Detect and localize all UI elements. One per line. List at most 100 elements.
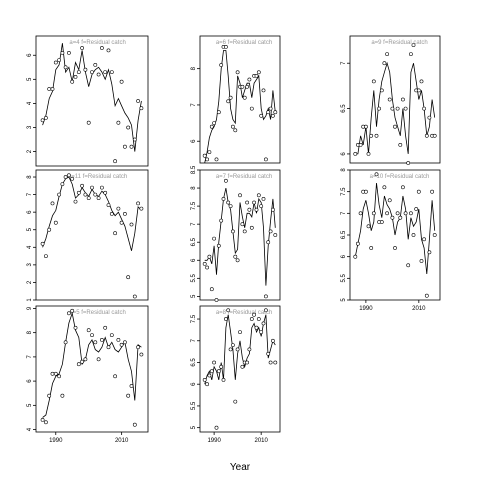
observed-point bbox=[221, 377, 226, 382]
panel-frame bbox=[199, 169, 281, 301]
observed-point bbox=[358, 211, 363, 216]
observed-point bbox=[73, 199, 78, 204]
observed-point bbox=[403, 106, 408, 111]
y-tick-label: 5.5 bbox=[191, 401, 197, 410]
observed-point bbox=[123, 211, 127, 216]
observed-point bbox=[63, 175, 68, 179]
fitted-line bbox=[42, 311, 142, 418]
observed-point bbox=[136, 201, 141, 206]
y-tick-label: 4 bbox=[27, 427, 33, 431]
y-tick-label: 5.5 bbox=[191, 274, 197, 283]
observed-point bbox=[219, 218, 224, 223]
observed-point bbox=[103, 190, 108, 195]
observed-point bbox=[406, 263, 411, 268]
observed-point bbox=[50, 371, 55, 376]
observed-point bbox=[385, 211, 390, 216]
observed-point bbox=[268, 106, 273, 111]
observed-point bbox=[230, 124, 235, 129]
y-tick-label: 7 bbox=[341, 61, 347, 65]
observed-point bbox=[416, 88, 421, 93]
x-axis-title: Year bbox=[230, 462, 251, 473]
observed-point bbox=[430, 189, 435, 194]
observed-point bbox=[119, 220, 124, 225]
y-tick-label: 2 bbox=[27, 280, 33, 284]
observed-point bbox=[40, 118, 45, 123]
observed-point bbox=[129, 384, 134, 388]
observed-point bbox=[60, 182, 65, 187]
observed-point bbox=[90, 333, 94, 338]
observed-point bbox=[245, 360, 250, 365]
y-tick-label: 8 bbox=[27, 175, 33, 179]
observed-point bbox=[228, 347, 233, 352]
panel-label: a=10 f=Residual catch bbox=[370, 174, 430, 180]
observed-point bbox=[382, 185, 387, 190]
observed-point bbox=[411, 43, 416, 48]
observed-point bbox=[216, 110, 221, 115]
panel-label: a=9 f=Residual catch bbox=[371, 40, 427, 46]
observed-point bbox=[379, 220, 384, 224]
observed-point bbox=[214, 157, 219, 162]
observed-point bbox=[254, 74, 259, 78]
observed-point bbox=[395, 211, 400, 216]
observed-point bbox=[207, 373, 212, 378]
y-tick-label: 7 bbox=[341, 211, 347, 215]
observed-point bbox=[53, 60, 58, 65]
observed-point bbox=[90, 70, 94, 75]
observed-point bbox=[374, 133, 379, 138]
observed-point bbox=[44, 254, 48, 259]
observed-point bbox=[228, 204, 233, 209]
observed-point bbox=[261, 196, 266, 201]
y-tick-label: 8 bbox=[341, 168, 347, 172]
observed-point bbox=[70, 79, 75, 84]
panel-frame bbox=[35, 305, 149, 433]
observed-point bbox=[259, 330, 264, 335]
observed-point bbox=[116, 337, 121, 342]
observed-point bbox=[83, 357, 88, 362]
observed-point bbox=[233, 399, 238, 404]
y-tick-label: 6 bbox=[191, 382, 197, 386]
observed-point bbox=[245, 84, 250, 89]
observed-point bbox=[247, 207, 252, 212]
observed-point bbox=[96, 72, 101, 77]
observed-point bbox=[256, 193, 261, 198]
observed-point bbox=[80, 359, 85, 364]
x-tick-label: 2010 bbox=[115, 438, 129, 444]
observed-point bbox=[100, 337, 104, 342]
observed-point bbox=[96, 196, 101, 201]
observed-point bbox=[219, 364, 224, 369]
panel-frame bbox=[199, 305, 281, 433]
observed-point bbox=[40, 417, 45, 422]
fitted-line bbox=[204, 188, 276, 286]
observed-point bbox=[263, 308, 268, 313]
observed-point bbox=[119, 79, 124, 84]
observed-point bbox=[256, 70, 261, 75]
observed-point bbox=[422, 106, 427, 111]
observed-point bbox=[93, 192, 98, 197]
y-tick-label: 7 bbox=[191, 103, 197, 107]
x-tick-label: 2010 bbox=[412, 306, 426, 312]
observed-point bbox=[226, 308, 231, 313]
observed-point bbox=[424, 293, 429, 298]
observed-point bbox=[427, 115, 432, 120]
observed-point bbox=[129, 222, 134, 227]
observed-point bbox=[247, 77, 252, 82]
observed-point bbox=[70, 308, 75, 313]
observed-point bbox=[139, 106, 144, 111]
observed-point bbox=[395, 106, 400, 111]
observed-point bbox=[254, 325, 259, 330]
observed-point bbox=[249, 106, 254, 111]
fitted-line bbox=[354, 182, 436, 275]
y-tick-label: 8 bbox=[27, 330, 33, 334]
panels: 2 3 4 5 6 a=4 f=Residual catch 4 5 6 7 8 9 1990 2010 a… bbox=[27, 35, 441, 444]
observed-point bbox=[353, 151, 358, 156]
observed-point bbox=[83, 67, 88, 72]
observed-point bbox=[385, 52, 390, 57]
y-tick-label: 3 bbox=[27, 125, 33, 129]
y-tick-label: 6 bbox=[191, 258, 197, 262]
y-tick-label: 8.5 bbox=[191, 165, 197, 174]
observed-point bbox=[139, 352, 144, 357]
observed-point bbox=[116, 120, 121, 125]
observed-point bbox=[57, 58, 62, 63]
panel-frame bbox=[35, 35, 149, 167]
observed-point bbox=[249, 317, 254, 321]
